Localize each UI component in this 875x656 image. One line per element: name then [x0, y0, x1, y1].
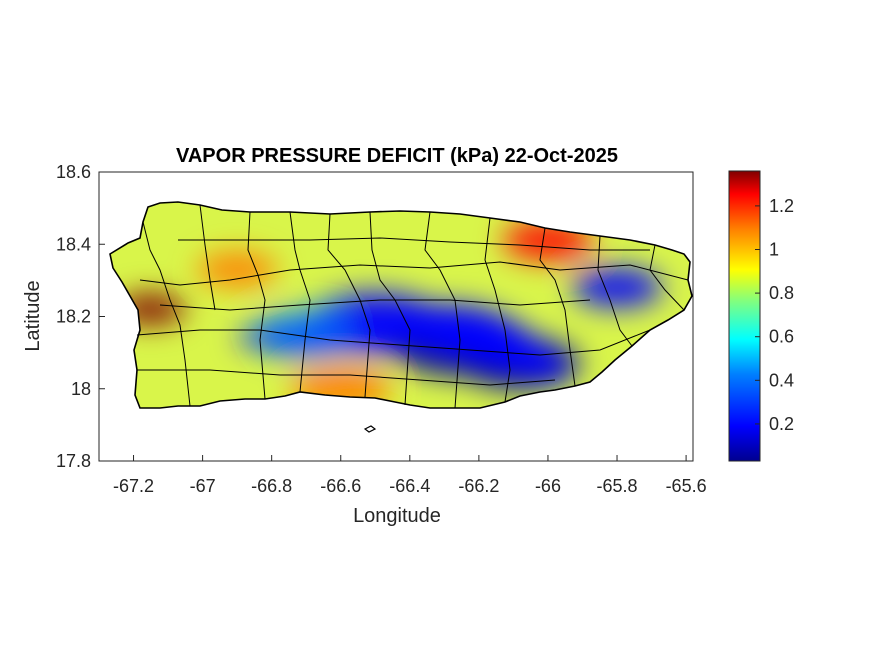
island-mona-offshore	[363, 425, 377, 433]
municipality-boundary	[139, 261, 689, 286]
colorbar: 0.2 0.4 0.6 0.8 1 1.2	[728, 170, 794, 462]
island-coastline	[109, 201, 693, 409]
x-tick-label: -65.6	[666, 476, 707, 496]
colorbar-tick-label: 0.8	[769, 283, 794, 303]
vpd-field-blob	[572, 267, 663, 308]
x-tick-label: -66.6	[320, 476, 361, 496]
colorbar-ticks: 0.2 0.4 0.6 0.8 1 1.2	[755, 196, 794, 434]
municipality-boundary	[199, 204, 216, 311]
colorbar-tick-label: 0.6	[769, 327, 794, 347]
municipality-boundary	[289, 211, 311, 393]
municipality-boundary	[597, 235, 633, 347]
x-axis-ticks: -67.2 -67 -66.8 -66.6 -66.4 -66.2 -66 -65.8 -65.…	[113, 455, 707, 496]
colorbar-tick-label: 1.2	[769, 196, 794, 216]
municipality-boundary	[136, 329, 651, 356]
y-axis-label: Latitude	[22, 280, 44, 351]
municipality-boundary	[424, 211, 461, 409]
municipality-boundary	[247, 211, 266, 400]
x-tick-label: -67.2	[113, 476, 154, 496]
x-axis-label: Longitude	[353, 505, 441, 527]
municipality-boundary	[539, 227, 576, 387]
municipality-boundaries	[136, 204, 689, 409]
y-tick-label: 18.4	[56, 234, 91, 254]
y-tick-label: 18	[71, 379, 91, 399]
x-tick-label: -66.2	[458, 476, 499, 496]
municipality-boundary	[327, 213, 371, 398]
vpd-field-blob	[240, 304, 570, 380]
y-tick-label: 18.2	[56, 307, 91, 327]
municipality-boundary	[142, 221, 191, 407]
municipality-boundary	[369, 211, 411, 406]
x-tick-label: -65.8	[597, 476, 638, 496]
y-tick-label: 18.6	[56, 162, 91, 182]
x-tick-label: -66.4	[389, 476, 430, 496]
colorbar-tick-label: 1	[769, 239, 779, 259]
y-tick-label: 17.8	[56, 451, 91, 471]
x-tick-label: -66	[535, 476, 561, 496]
vpd-field-island	[109, 201, 693, 433]
vpd-field-blob	[197, 251, 278, 288]
municipality-boundary	[178, 237, 650, 251]
colorbar-tick-label: 0.2	[769, 414, 794, 434]
x-tick-label: -67	[190, 476, 216, 496]
municipality-boundary	[137, 369, 556, 386]
colorbar-gradient	[728, 170, 761, 462]
chart-title: VAPOR PRESSURE DEFICIT (kPa) 22-Oct-2025	[176, 145, 618, 167]
municipality-boundary	[484, 217, 511, 403]
colorbar-tick-label: 0.4	[769, 370, 794, 390]
municipality-boundary	[649, 244, 685, 311]
x-tick-label: -66.8	[251, 476, 292, 496]
municipality-boundary	[159, 299, 591, 311]
y-axis-ticks: 17.8 18 18.2 18.4 18.6	[56, 162, 105, 471]
